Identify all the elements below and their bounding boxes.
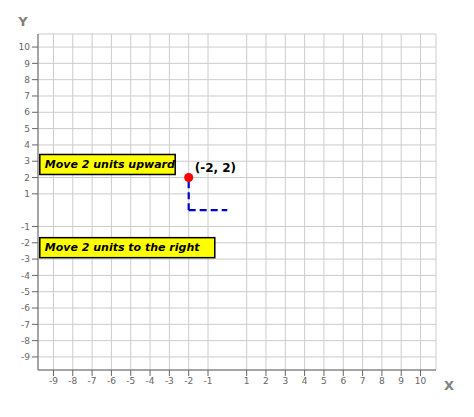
svg-text:-2: -2 — [21, 238, 30, 248]
svg-text:-8: -8 — [68, 376, 77, 386]
svg-text:10: 10 — [415, 376, 427, 386]
svg-text:4: 4 — [302, 376, 308, 386]
svg-text:1: 1 — [244, 376, 250, 386]
svg-text:10: 10 — [19, 42, 31, 52]
svg-text:8: 8 — [24, 75, 30, 85]
svg-text:Y: Y — [17, 14, 28, 29]
svg-text:-7: -7 — [21, 320, 30, 330]
svg-text:-2: -2 — [184, 376, 193, 386]
svg-text:-3: -3 — [165, 376, 174, 386]
svg-text:7: 7 — [24, 91, 30, 101]
svg-text:Move 2 units to the right: Move 2 units to the right — [45, 241, 200, 254]
svg-text:X: X — [444, 378, 454, 393]
svg-text:4: 4 — [24, 140, 30, 150]
svg-text:(-2, 2): (-2, 2) — [195, 161, 236, 175]
svg-text:-1: -1 — [204, 376, 213, 386]
svg-text:-5: -5 — [21, 287, 30, 297]
svg-text:-4: -4 — [21, 271, 30, 281]
svg-text:2: 2 — [24, 173, 30, 183]
svg-text:3: 3 — [282, 376, 288, 386]
svg-text:9: 9 — [398, 376, 404, 386]
svg-text:2: 2 — [263, 376, 269, 386]
svg-text:7: 7 — [360, 376, 366, 386]
svg-text:-1: -1 — [21, 222, 30, 232]
svg-text:6: 6 — [340, 376, 346, 386]
svg-text:3: 3 — [24, 156, 30, 166]
svg-text:6: 6 — [24, 107, 30, 117]
svg-text:9: 9 — [24, 59, 30, 69]
svg-text:8: 8 — [379, 376, 385, 386]
svg-text:-9: -9 — [21, 352, 30, 362]
svg-text:Move 2 units upward: Move 2 units upward — [45, 158, 175, 171]
svg-text:-8: -8 — [21, 336, 30, 346]
svg-text:-6: -6 — [21, 303, 30, 313]
svg-text:-6: -6 — [107, 376, 116, 386]
svg-text:5: 5 — [24, 124, 30, 134]
svg-text:-3: -3 — [21, 254, 30, 264]
svg-text:1: 1 — [24, 189, 30, 199]
svg-text:-7: -7 — [88, 376, 97, 386]
svg-text:-5: -5 — [126, 376, 135, 386]
svg-text:-4: -4 — [146, 376, 155, 386]
svg-text:5: 5 — [321, 376, 327, 386]
svg-text:-9: -9 — [49, 376, 58, 386]
